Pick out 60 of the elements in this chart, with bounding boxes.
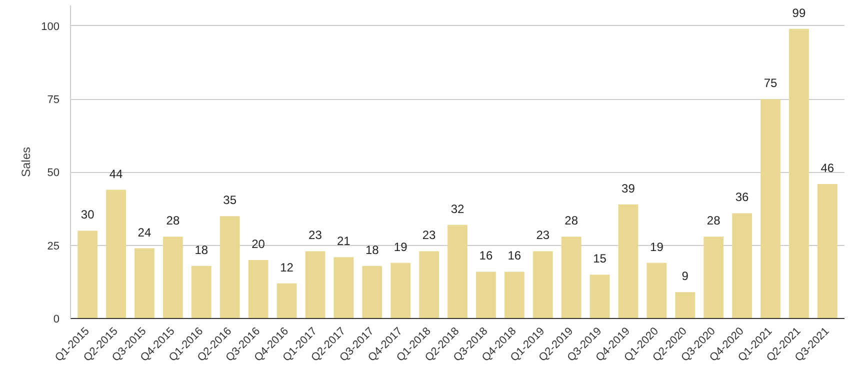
data-label: 19 xyxy=(394,240,408,254)
bar xyxy=(760,99,780,318)
y-axis-title: Sales xyxy=(19,146,34,178)
data-label: 12 xyxy=(280,260,294,274)
data-label: 23 xyxy=(536,228,550,242)
data-label: 35 xyxy=(223,193,237,208)
bar xyxy=(248,260,268,318)
data-label: 15 xyxy=(593,252,607,266)
data-label: 23 xyxy=(422,228,436,242)
bar xyxy=(162,236,183,318)
y-tick-label: 0 xyxy=(53,314,60,326)
bar xyxy=(675,292,696,318)
data-label: 36 xyxy=(735,190,750,204)
bar xyxy=(732,213,752,318)
data-label: 28 xyxy=(166,214,180,228)
data-label: 9 xyxy=(682,269,689,284)
data-label: 16 xyxy=(479,248,493,263)
data-label: 30 xyxy=(80,208,95,222)
bar xyxy=(704,236,724,318)
bar xyxy=(448,224,468,318)
data-label: 20 xyxy=(252,236,266,251)
bar xyxy=(78,230,98,318)
bar xyxy=(276,283,297,318)
data-label: 39 xyxy=(622,181,636,196)
bar xyxy=(334,257,354,318)
bar xyxy=(504,272,524,318)
data-label: 99 xyxy=(792,6,806,20)
bar xyxy=(305,251,326,318)
data-label: 16 xyxy=(508,248,522,263)
y-tick-label: 50 xyxy=(47,167,60,180)
bar xyxy=(362,266,382,318)
bar xyxy=(532,251,553,318)
data-label: 21 xyxy=(337,234,351,248)
bar xyxy=(390,262,411,318)
bar xyxy=(789,28,809,318)
bar xyxy=(419,251,440,318)
data-label: 28 xyxy=(564,214,578,228)
data-label: 18 xyxy=(365,242,380,257)
data-label: 44 xyxy=(109,166,124,181)
bar xyxy=(220,216,240,318)
data-label: 75 xyxy=(764,76,778,90)
bar xyxy=(590,274,610,318)
data-label: 32 xyxy=(450,202,464,216)
bar xyxy=(134,248,154,318)
data-label: 24 xyxy=(138,225,152,240)
bar xyxy=(476,272,496,318)
bar xyxy=(646,262,667,318)
bar xyxy=(618,204,638,318)
data-label: 23 xyxy=(308,228,322,242)
data-label: 18 xyxy=(194,242,208,257)
bar xyxy=(817,184,838,318)
bar xyxy=(561,236,582,318)
y-tick-label: 75 xyxy=(47,94,60,106)
bar xyxy=(106,190,126,318)
data-label: 46 xyxy=(820,160,834,175)
data-label: 19 xyxy=(650,240,664,254)
y-tick-label: 100 xyxy=(41,20,60,33)
bar xyxy=(191,266,212,318)
data-label: 28 xyxy=(706,214,721,228)
y-tick-label: 25 xyxy=(47,240,60,252)
